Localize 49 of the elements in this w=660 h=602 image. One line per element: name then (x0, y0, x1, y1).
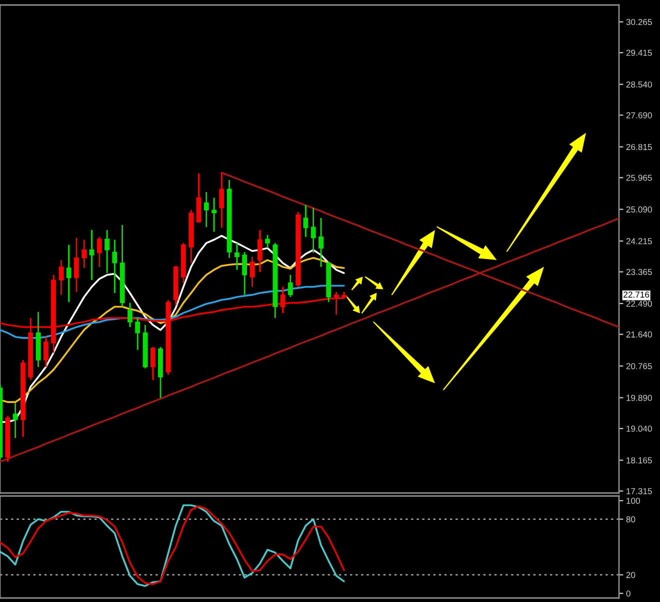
candlestick (12, 402, 18, 439)
text: 22.716 (624, 292, 650, 298)
candlestick (334, 291, 339, 316)
candlestick (288, 274, 293, 298)
y-tick-label: 30.265 (626, 18, 652, 26)
candlestick (219, 172, 224, 228)
y-tick-label: 27.690 (626, 112, 652, 118)
candlestick (204, 191, 209, 228)
y-tick-label: 17.315 (626, 488, 652, 494)
y-tick-label: 25.965 (626, 174, 652, 181)
y-tick-label: 0 (626, 590, 630, 597)
y-tick-label: 19.040 (626, 426, 652, 432)
candlestick (112, 239, 118, 294)
y-tick-label: 21.640 (626, 331, 652, 338)
candlestick (265, 234, 270, 249)
y-tick-label: 20.765 (626, 363, 652, 370)
candlestick (58, 259, 64, 296)
y-tick-label: 28.540 (626, 81, 652, 88)
y-tick-label: 26.815 (626, 144, 652, 150)
candlestick (127, 302, 132, 328)
y-tick-label: 80 (626, 516, 636, 522)
candlestick (43, 336, 48, 368)
candlestick (212, 197, 216, 232)
y-tick-label: 100 (626, 498, 640, 504)
line-series (0, 234, 345, 423)
candlestick (310, 207, 316, 254)
candlestick (82, 239, 87, 269)
y-tick-label: 23.365 (626, 268, 652, 276)
candlestick (135, 317, 140, 351)
candlestick (234, 242, 240, 271)
y-tick-label: 25.090 (626, 206, 652, 213)
candlestick (104, 229, 110, 274)
candlestick (280, 286, 286, 314)
y-tick-label: 18.165 (626, 457, 652, 464)
y-tick-label: 20 (626, 572, 636, 578)
y-tick-label: 19.890 (626, 394, 652, 401)
candlestick (89, 229, 94, 281)
y-tick-label: 22.490 (626, 300, 652, 307)
candlestick (74, 237, 79, 293)
candlestick (150, 346, 156, 381)
candlestick (96, 236, 102, 268)
y-tick-label: 24.215 (626, 238, 652, 244)
candlestick (250, 256, 255, 288)
y-tick-label: 29.415 (626, 50, 652, 56)
candlestick (257, 229, 262, 273)
candlestick (242, 251, 247, 296)
candlestick (303, 204, 308, 238)
candlestick (66, 244, 72, 303)
candlestick (318, 217, 324, 268)
